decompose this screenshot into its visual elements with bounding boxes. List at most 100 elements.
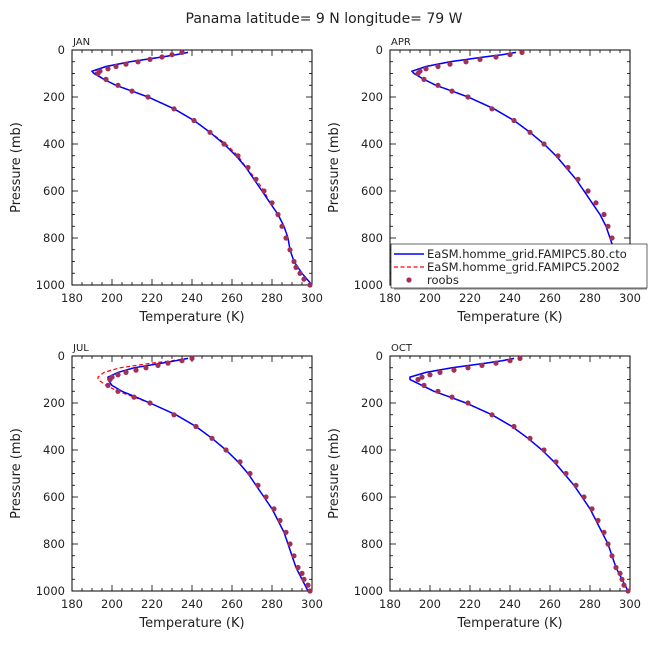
roobs-point: [279, 223, 285, 229]
roobs-point: [511, 117, 517, 124]
roobs-point: [415, 70, 421, 77]
x-axis-label: Temperature (K): [138, 616, 244, 631]
y-tick-label: 800: [43, 231, 65, 245]
panel-oct: 180 200 220 240 260 280 300 0 200 400 600 800 1000 Te…: [327, 343, 641, 631]
roobs-point: [179, 358, 185, 364]
roobs-point: [449, 394, 455, 400]
y-tick-label: 1000: [354, 584, 383, 598]
x-tick-label: 200: [419, 597, 441, 611]
roobs-point: [269, 200, 275, 206]
x-axis-label: Temperature (K): [456, 310, 562, 325]
roobs-point: [527, 435, 533, 441]
y-tick-label: 400: [361, 137, 383, 151]
roobs-point: [115, 372, 121, 378]
roobs-point: [601, 529, 607, 535]
x-tick-label: 260: [221, 291, 243, 305]
roobs-point: [479, 362, 485, 368]
roobs-point: [593, 200, 599, 206]
plot-frame: [389, 355, 631, 592]
series-line-famipc5-80-cto: [107, 357, 309, 592]
x-tick-label: 220: [141, 291, 163, 305]
roobs-point: [421, 382, 427, 388]
roobs-point: [113, 63, 119, 70]
x-tick-label: 180: [379, 291, 401, 305]
x-tick-label: 300: [301, 291, 323, 305]
roobs-point: [253, 176, 259, 182]
roobs-point: [105, 382, 111, 388]
roobs-point: [209, 435, 215, 441]
y-axis-label: Pressure (mb): [9, 122, 24, 213]
roobs-point: [625, 588, 631, 594]
roobs-point: [291, 553, 297, 559]
y-axis-label: Pressure (mb): [9, 428, 24, 519]
y-tick-label: 0: [376, 349, 383, 363]
roobs-point: [115, 388, 121, 394]
roobs-point: [581, 494, 587, 500]
y-tick-label: 200: [43, 396, 65, 410]
roobs-point: [589, 506, 595, 512]
roobs-point: [465, 365, 471, 371]
x-tick-label: 180: [61, 597, 83, 611]
series-line-famipc5-80-cto: [409, 357, 629, 592]
y-tick-label: 200: [361, 90, 383, 104]
roobs-point: [189, 355, 195, 361]
x-tick-label: 240: [181, 291, 203, 305]
x-tick-label: 200: [101, 291, 123, 305]
x-tick-label: 300: [301, 597, 323, 611]
roobs-point: [517, 355, 523, 361]
x-tick-label: 240: [499, 291, 521, 305]
roobs-point: [619, 576, 625, 582]
series-line-famipc5-2002: [92, 51, 313, 286]
roobs-point: [541, 447, 547, 453]
panels: 180 200 220 240 260 280 300 0 200 400 600 800 1000 Te…: [9, 37, 648, 631]
y-axis-label: Pressure (mb): [327, 122, 342, 213]
roobs-point: [595, 517, 601, 524]
roobs-point: [283, 529, 289, 535]
roobs-point: [245, 164, 251, 171]
plot-frame: [71, 355, 313, 592]
roobs-point: [275, 211, 281, 218]
roobs-point: [423, 66, 429, 72]
roobs-point: [255, 482, 261, 488]
roobs-point: [135, 59, 141, 65]
y-tick-label: 200: [361, 396, 383, 410]
panel-title: JAN: [72, 37, 90, 48]
roobs-point: [555, 153, 561, 159]
roobs-point: [299, 570, 305, 577]
legend-label: EaSM.homme_grid.FAMIPC5.2002: [427, 260, 620, 274]
roobs-point: [437, 369, 443, 375]
roobs-point: [129, 88, 135, 94]
roobs-point: [421, 76, 427, 82]
roobs-point: [223, 447, 229, 453]
roobs-point: [295, 564, 301, 571]
roobs-point: [271, 506, 277, 512]
roobs-point: [147, 56, 153, 63]
x-tick-label: 200: [419, 291, 441, 305]
roobs-point: [605, 223, 611, 229]
roobs-point: [115, 82, 121, 88]
roobs-point: [293, 264, 299, 270]
y-tick-label: 400: [43, 137, 65, 151]
roobs-point: [95, 70, 101, 77]
figure-title: Panama latitude= 9 N longitude= 79 W: [186, 11, 463, 27]
x-tick-label: 260: [539, 291, 561, 305]
roobs-point: [601, 211, 607, 218]
legend-swatch-dot: [406, 277, 412, 283]
roobs-point: [247, 470, 253, 477]
roobs-point: [465, 400, 471, 406]
roobs-point: [155, 362, 161, 368]
roobs-point: [165, 360, 171, 366]
roobs-point: [221, 141, 227, 147]
roobs-point: [277, 517, 283, 524]
roobs-point: [609, 553, 615, 559]
roobs-point: [169, 52, 175, 58]
y-tick-label: 800: [361, 231, 383, 245]
y-tick-label: 400: [43, 443, 65, 457]
series-line-famipc5-2002: [409, 357, 629, 592]
x-tick-label: 240: [499, 597, 521, 611]
x-tick-label: 300: [619, 291, 641, 305]
y-tick-label: 0: [58, 43, 65, 57]
x-tick-label: 240: [181, 597, 203, 611]
roobs-point: [191, 117, 197, 124]
